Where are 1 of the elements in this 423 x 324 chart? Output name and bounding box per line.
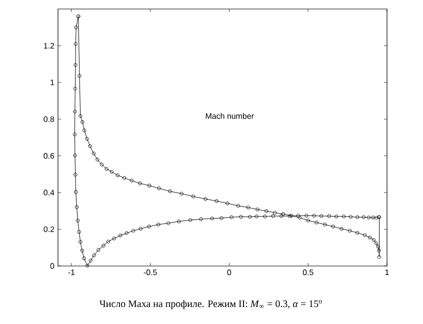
text: Число Маха на профиле. Режим II: M$_{∞}$ = 0.3, α = 15$^{o}$	[100, 300, 322, 310]
